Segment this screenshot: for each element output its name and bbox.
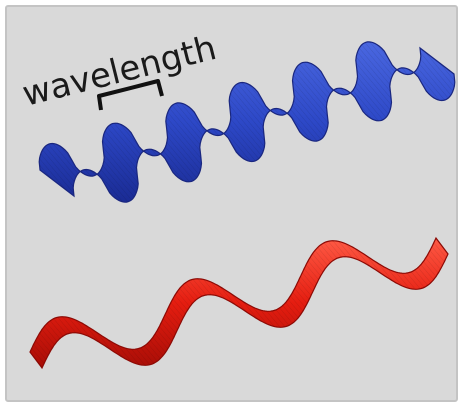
short-wavelength-ribbon xyxy=(38,41,456,203)
long-wavelength-ribbon xyxy=(29,236,449,370)
figure-background xyxy=(5,5,458,402)
wavelength-bracket xyxy=(97,79,164,111)
